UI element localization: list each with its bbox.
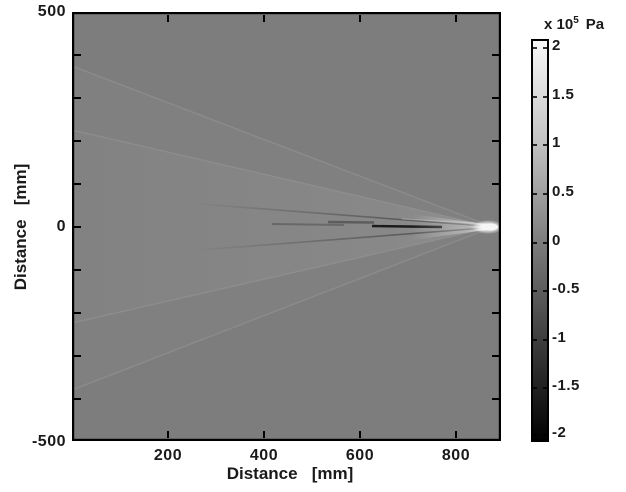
right-axis-ticks <box>492 54 499 400</box>
heatmap-plot-area <box>72 12 501 441</box>
cbar-label-0p5: 0.5 <box>552 183 575 200</box>
x-tick-label-600: 600 <box>345 447 375 464</box>
colorbar-scale-exponent: 5 <box>573 15 579 26</box>
cbar-label-2: 2 <box>552 37 561 54</box>
heatmap-field <box>72 12 501 441</box>
y-tick-label-500: 500 <box>37 3 66 20</box>
wedge-edge-bottom-outer <box>72 226 494 391</box>
cbar-label-1: 1 <box>552 134 561 151</box>
colorbar-unit: Pa <box>585 16 605 33</box>
cbar-label-neg1p5: -1.5 <box>552 377 580 394</box>
x-tick-label-800: 800 <box>441 447 471 464</box>
dark-axial-segment-1 <box>271 223 345 226</box>
axes-box <box>72 12 501 441</box>
cbar-label-neg1: -1 <box>552 329 567 346</box>
left-axis-ticks <box>74 54 81 400</box>
cbar-label-neg2: -2 <box>552 424 567 441</box>
colorbar-ticks <box>533 47 547 436</box>
colorbar <box>531 39 549 442</box>
wedge-edge-top-outer <box>72 65 494 228</box>
dark-axial-segment-2 <box>327 220 375 224</box>
bottom-axis-ticks <box>167 431 457 438</box>
x-tick-label-400: 400 <box>249 447 279 464</box>
y-tick-label-0: 0 <box>56 218 66 235</box>
wedge-edge-top-inner <box>72 129 494 228</box>
x-axis-label: Distance [mm] <box>226 464 354 483</box>
cbar-label-neg0p5: -0.5 <box>552 280 580 297</box>
focal-spot <box>484 223 498 231</box>
focal-cone <box>412 214 493 240</box>
cbar-label-0: 0 <box>552 232 561 249</box>
colorbar-scale-prefix: x 10 <box>544 16 574 33</box>
colorbar-title: x 105 Pa <box>544 10 624 33</box>
y-tick-label-neg500: -500 <box>31 433 66 450</box>
wedge-edge-bottom-inner <box>72 226 494 324</box>
cbar-label-1p5: 1.5 <box>552 86 575 103</box>
x-tick-label-200: 200 <box>153 447 183 464</box>
top-axis-ticks <box>167 15 457 22</box>
